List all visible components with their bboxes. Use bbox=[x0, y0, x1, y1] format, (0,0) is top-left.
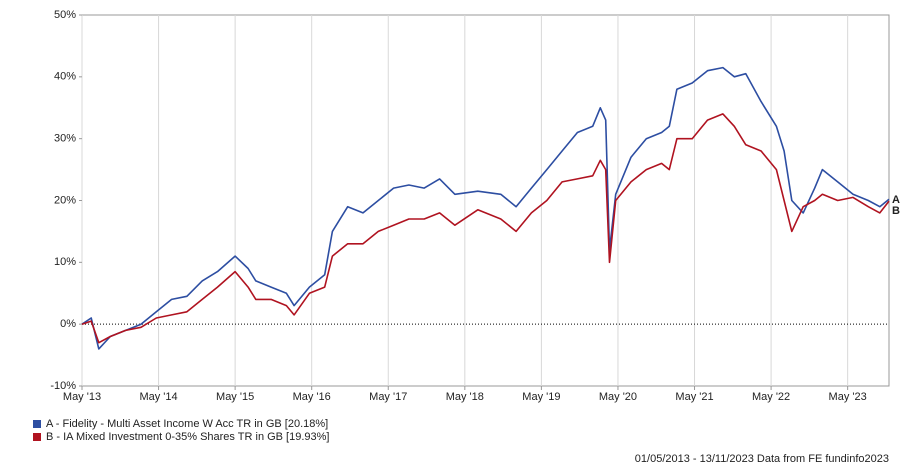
end-label: A bbox=[892, 194, 900, 206]
y-tick-label: 30% bbox=[54, 133, 76, 145]
plot-frame bbox=[81, 14, 890, 387]
x-tick-label: May '13 bbox=[63, 391, 101, 403]
y-tick-label: -10% bbox=[50, 380, 76, 392]
x-tick-label: May '22 bbox=[752, 391, 790, 403]
y-tick-label: 10% bbox=[54, 256, 76, 268]
y-tick-label: 0% bbox=[60, 318, 76, 330]
legend-swatch bbox=[33, 433, 41, 441]
footer: 01/05/2013 - 13/11/2023 Data from FE fun… bbox=[635, 453, 889, 465]
end-label: B bbox=[892, 205, 900, 217]
series-line bbox=[81, 113, 890, 344]
y-tick-label: 20% bbox=[54, 194, 76, 206]
x-tick-label: May '14 bbox=[139, 391, 177, 403]
series-line bbox=[81, 66, 890, 350]
legend-label: B - IA Mixed Investment 0-35% Shares TR … bbox=[46, 431, 329, 443]
x-tick-label: May '16 bbox=[293, 391, 331, 403]
x-tick-label: May '17 bbox=[369, 391, 407, 403]
y-tick-label: 40% bbox=[54, 71, 76, 83]
y-tick-label: 50% bbox=[54, 9, 76, 21]
x-tick-label: May '19 bbox=[522, 391, 560, 403]
legend-label: A - Fidelity - Multi Asset Income W Acc … bbox=[46, 418, 328, 430]
x-tick-label: May '20 bbox=[599, 391, 637, 403]
x-tick-label: May '15 bbox=[216, 391, 254, 403]
legend-swatch bbox=[33, 420, 41, 428]
x-tick-label: May '21 bbox=[675, 391, 713, 403]
x-tick-label: May '23 bbox=[829, 391, 867, 403]
x-tick-label: May '18 bbox=[446, 391, 484, 403]
